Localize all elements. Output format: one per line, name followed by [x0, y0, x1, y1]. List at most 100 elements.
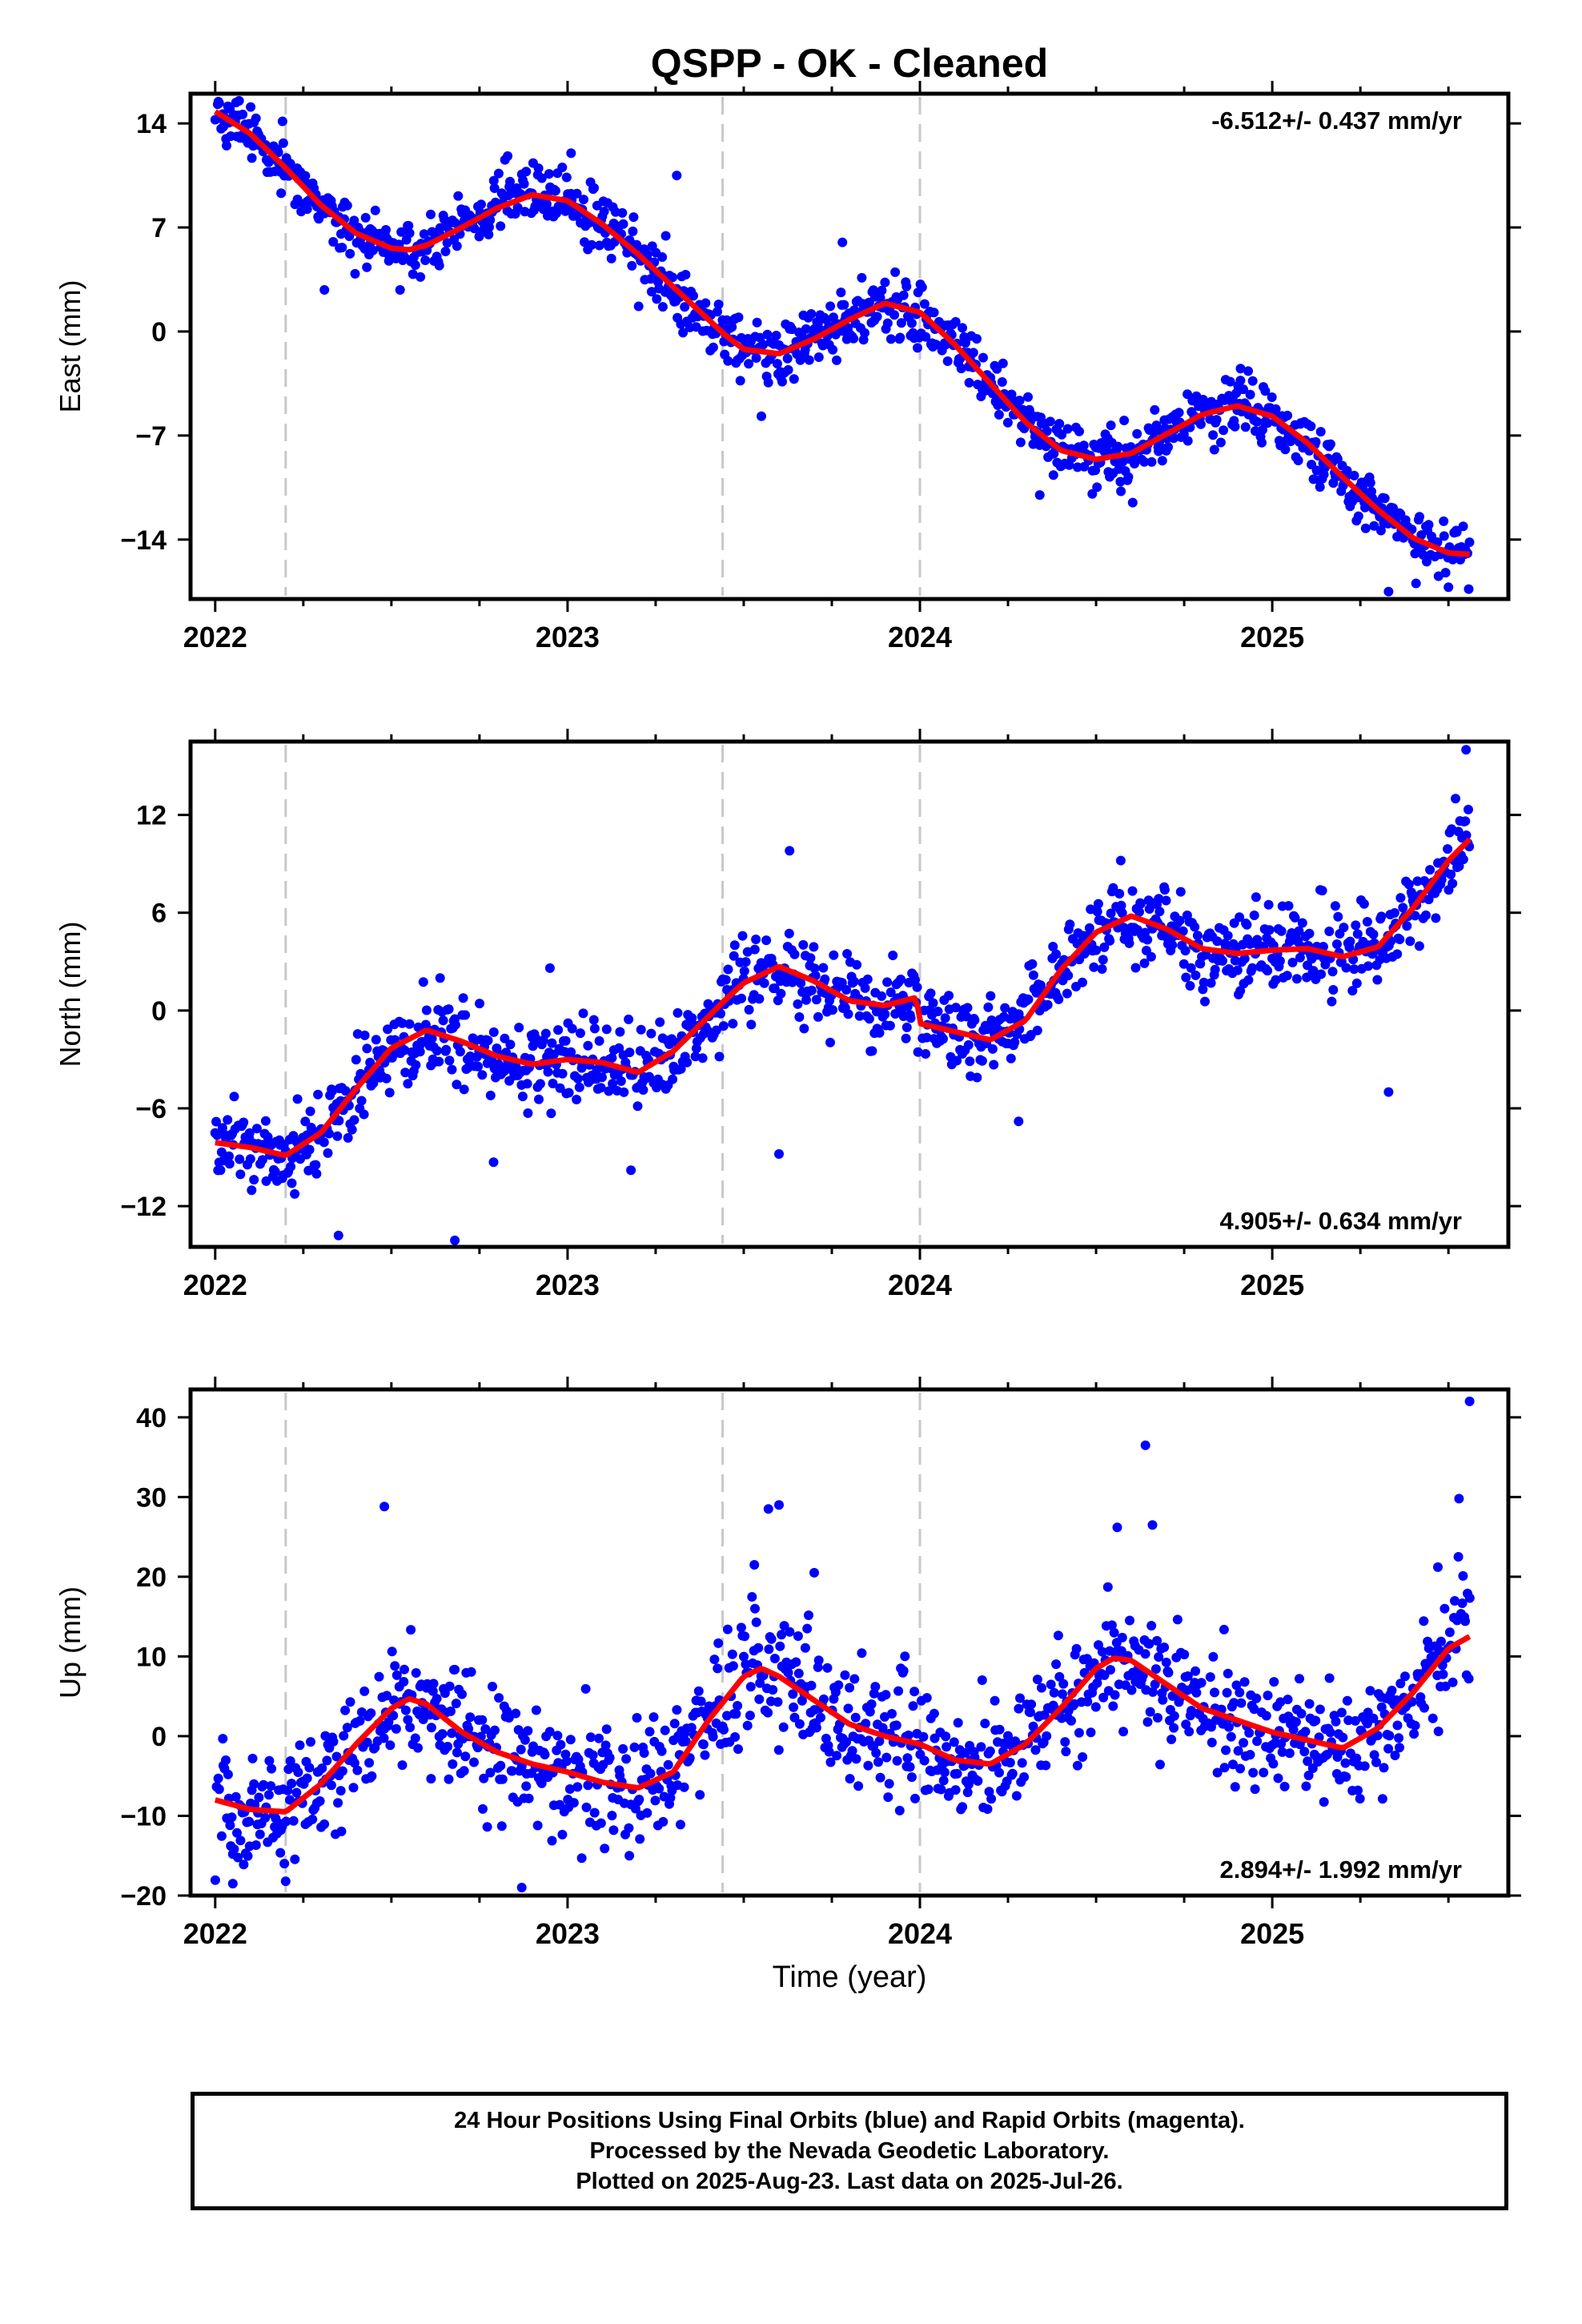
data-point: [420, 255, 431, 265]
data-point: [485, 1090, 496, 1100]
data-point: [1051, 1659, 1062, 1670]
data-point: [839, 300, 849, 310]
data-point: [913, 343, 922, 353]
data-point: [751, 1617, 761, 1627]
data-point: [1019, 1772, 1030, 1782]
data-point: [883, 1792, 893, 1803]
data-point: [381, 1073, 391, 1084]
data-point: [440, 1688, 450, 1699]
data-point: [1327, 967, 1338, 977]
data-point: [1398, 903, 1408, 913]
data-point: [1293, 456, 1303, 465]
data-point: [1276, 926, 1287, 936]
data-point: [1072, 1760, 1082, 1771]
data-point: [891, 1720, 901, 1731]
data-point: [629, 1742, 640, 1752]
data-point: [1345, 936, 1355, 947]
data-point: [564, 1088, 574, 1098]
data-point: [541, 199, 552, 209]
data-point: [575, 1028, 585, 1039]
data-point: [697, 1053, 708, 1063]
data-point: [606, 253, 616, 263]
data-point: [505, 1039, 516, 1050]
data-point: [921, 332, 931, 342]
data-point: [1263, 899, 1274, 910]
data-point: [418, 977, 428, 987]
data-point: [737, 931, 748, 941]
data-point: [447, 1728, 457, 1739]
data-point: [243, 1851, 253, 1861]
data-point: [1450, 1596, 1460, 1606]
data-point: [656, 1746, 667, 1756]
data-point: [1174, 915, 1185, 926]
data-point: [852, 959, 862, 970]
data-point: [713, 1638, 724, 1648]
data-point: [1139, 958, 1150, 968]
data-point: [362, 1043, 372, 1054]
data-point: [307, 1814, 318, 1824]
data-point: [1207, 1737, 1217, 1747]
data-point: [1327, 996, 1337, 1007]
data-point: [708, 342, 718, 352]
data-point: [260, 1116, 271, 1126]
data-point: [796, 978, 806, 988]
data-point: [478, 1803, 488, 1814]
data-point: [426, 1774, 436, 1784]
data-point: [1163, 442, 1173, 452]
data-point: [1063, 971, 1074, 981]
data-point: [1410, 1720, 1420, 1731]
data-point: [768, 1685, 778, 1695]
data-point: [304, 1763, 315, 1773]
data-point: [758, 340, 769, 350]
outlier-point: [1014, 1116, 1024, 1127]
x-tick-label: 2023: [536, 621, 600, 653]
data-point: [1005, 1758, 1015, 1767]
data-point: [825, 1037, 835, 1047]
data-point: [657, 302, 668, 312]
data-point: [851, 1754, 861, 1764]
data-point: [1041, 1760, 1051, 1771]
data-point: [1351, 978, 1362, 988]
outlier-point: [1383, 586, 1394, 597]
data-point: [634, 1795, 644, 1804]
data-point: [673, 1007, 683, 1018]
data-point: [896, 975, 906, 984]
data-point: [1372, 1731, 1383, 1741]
data-point: [1342, 465, 1352, 476]
data-point: [434, 1056, 444, 1067]
data-point: [1053, 1630, 1063, 1641]
data-point: [520, 1735, 530, 1745]
data-point: [416, 271, 426, 282]
data-point: [921, 1049, 931, 1059]
data-point: [1275, 956, 1285, 966]
data-point: [678, 328, 689, 338]
data-point: [229, 1092, 239, 1102]
data-point: [397, 1760, 408, 1771]
data-point: [931, 340, 942, 350]
data-point: [840, 1670, 850, 1680]
data-point: [1264, 925, 1275, 935]
data-point: [216, 1831, 227, 1841]
data-point: [696, 1696, 706, 1707]
data-point: [885, 334, 896, 344]
data-point: [905, 1762, 915, 1772]
data-point: [847, 1746, 857, 1756]
data-point: [1243, 975, 1254, 985]
data-point: [668, 272, 678, 283]
data-point: [1249, 1704, 1259, 1715]
data-point: [214, 98, 224, 108]
data-point: [1365, 477, 1375, 488]
data-point: [244, 1128, 255, 1138]
data-point: [958, 323, 967, 333]
data-point: [806, 1680, 817, 1691]
data-point: [731, 1709, 741, 1719]
data-point: [360, 212, 371, 223]
data-point: [1090, 1702, 1101, 1712]
data-point: [871, 1747, 881, 1758]
data-point: [1415, 1669, 1425, 1679]
data-point: [989, 1059, 999, 1070]
data-point: [1119, 416, 1130, 425]
data-point: [1105, 935, 1115, 946]
data-point: [1093, 899, 1103, 909]
data-point: [362, 262, 372, 272]
